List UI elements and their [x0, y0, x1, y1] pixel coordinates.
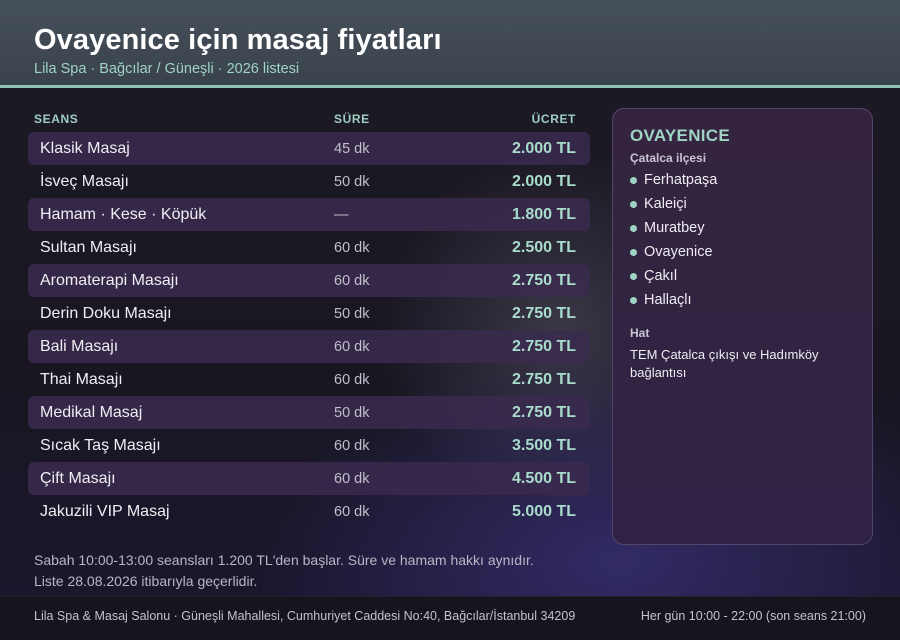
service-duration: 50 dk [334, 174, 370, 190]
service-price: 2.750 TL [511, 305, 576, 322]
service-name: Bali Masajı [40, 338, 119, 355]
column-header-ucret: ÜCRET [531, 112, 576, 126]
district-name: Hallaçlı [644, 292, 692, 308]
route-label: Hat [630, 326, 650, 340]
service-duration: 45 dk [334, 141, 370, 157]
list-item: Ovayenice [630, 242, 717, 266]
service-price: 2.000 TL [511, 173, 576, 190]
service-name: Thai Masajı [40, 371, 123, 388]
service-price: 5.000 TL [511, 503, 576, 520]
service-name: Jakuzili VIP Masaj [40, 503, 170, 520]
table-row: Hamam · Kese · Köpük — 1.800 TL [28, 198, 590, 231]
validity-note: Liste 28.08.2026 itibarıyla geçerlidir. [34, 573, 258, 589]
list-item: Kaleiçi [630, 194, 717, 218]
service-price: 4.500 TL [511, 470, 576, 487]
district-name: Ovayenice [644, 244, 713, 260]
page-header: Ovayenice için masaj fiyatları Lila Spa … [0, 0, 900, 88]
footer-address: Lila Spa & Masaj Salonu · Güneşli Mahall… [34, 609, 576, 623]
service-duration: 60 dk [334, 372, 370, 388]
list-item: Hallaçlı [630, 290, 717, 314]
price-table: Klasik Masaj 45 dk 2.000 TL İsveç Masajı… [28, 132, 590, 528]
service-name: Medikal Masaj [40, 404, 143, 421]
service-name: Sultan Masajı [40, 239, 137, 256]
service-price: 2.750 TL [511, 371, 576, 388]
table-row: Bali Masajı 60 dk 2.750 TL [28, 330, 590, 363]
service-name: Derin Doku Masajı [40, 305, 172, 322]
table-row: Sıcak Taş Masajı 60 dk 3.500 TL [28, 429, 590, 462]
service-price: 2.750 TL [511, 404, 576, 421]
district-name: Muratbey [644, 220, 705, 236]
table-row: Thai Masajı 60 dk 2.750 TL [28, 363, 590, 396]
service-name: İsveç Masajı [40, 173, 129, 190]
district-name: Çakıl [644, 268, 678, 284]
table-row: Jakuzili VIP Masaj 60 dk 5.000 TL [28, 495, 590, 528]
service-price: 2.000 TL [511, 140, 576, 157]
bullet-dot-icon [630, 273, 637, 280]
table-row: Medikal Masaj 50 dk 2.750 TL [28, 396, 590, 429]
page-subtitle: Lila Spa · Bağcılar / Güneşli · 2026 lis… [34, 61, 300, 77]
service-duration: 60 dk [334, 438, 370, 454]
service-duration: 60 dk [334, 339, 370, 355]
service-duration: 50 dk [334, 306, 370, 322]
district-list: Ferhatpaşa Kaleiçi Muratbey Ovayenice Ça… [630, 170, 717, 314]
service-price: 2.750 TL [511, 272, 576, 289]
district-name: Ferhatpaşa [644, 172, 718, 188]
page-footer: Lila Spa & Masaj Salonu · Güneşli Mahall… [0, 596, 900, 640]
service-duration: 50 dk [334, 405, 370, 421]
panel-subtitle: Çatalca ilçesi [630, 151, 707, 165]
page-title: Ovayenice için masaj fiyatları [34, 24, 442, 56]
service-duration: 60 dk [334, 504, 370, 520]
bullet-dot-icon [630, 297, 637, 304]
footer-hours: Her gün 10:00 - 22:00 (son seans 21:00) [640, 609, 866, 623]
table-row: Derin Doku Masajı 50 dk 2.750 TL [28, 297, 590, 330]
bullet-dot-icon [630, 249, 637, 256]
service-price: 2.750 TL [511, 338, 576, 355]
route-text: TEM Çatalca çıkışı ve Hadımköy bağlantıs… [630, 347, 819, 380]
service-price: 3.500 TL [511, 437, 576, 454]
service-name: Aromaterapi Masajı [40, 272, 179, 289]
location-panel: OVAYENICE Çatalca ilçesi Ferhatpaşa Kale… [612, 108, 873, 545]
table-row: Sultan Masajı 60 dk 2.500 TL [28, 231, 590, 264]
bullet-dot-icon [630, 177, 637, 184]
pricing-note: Sabah 10:00-13:00 seansları 1.200 TL'den… [34, 552, 534, 568]
list-item: Ferhatpaşa [630, 170, 717, 194]
service-duration: 60 dk [334, 471, 370, 487]
table-row: Klasik Masaj 45 dk 2.000 TL [28, 132, 590, 165]
table-row: Çift Masajı 60 dk 4.500 TL [28, 462, 590, 495]
bullet-dot-icon [630, 225, 637, 232]
service-duration: — [334, 207, 349, 223]
service-price: 1.800 TL [511, 206, 576, 223]
panel-title: OVAYENICE [630, 126, 731, 145]
service-name: Hamam · Kese · Köpük [40, 206, 207, 223]
list-item: Muratbey [630, 218, 717, 242]
district-name: Kaleiçi [644, 196, 687, 212]
service-name: Klasik Masaj [40, 140, 130, 157]
service-price: 2.500 TL [511, 239, 576, 256]
service-name: Çift Masajı [40, 470, 116, 487]
bullet-dot-icon [630, 201, 637, 208]
column-header-seans: SEANS [34, 112, 79, 126]
list-item: Çakıl [630, 266, 717, 290]
column-header-sure: SÜRE [334, 112, 370, 126]
service-name: Sıcak Taş Masajı [40, 437, 161, 454]
table-row: İsveç Masajı 50 dk 2.000 TL [28, 165, 590, 198]
service-duration: 60 dk [334, 240, 370, 256]
table-row: Aromaterapi Masajı 60 dk 2.750 TL [28, 264, 590, 297]
service-duration: 60 dk [334, 273, 370, 289]
